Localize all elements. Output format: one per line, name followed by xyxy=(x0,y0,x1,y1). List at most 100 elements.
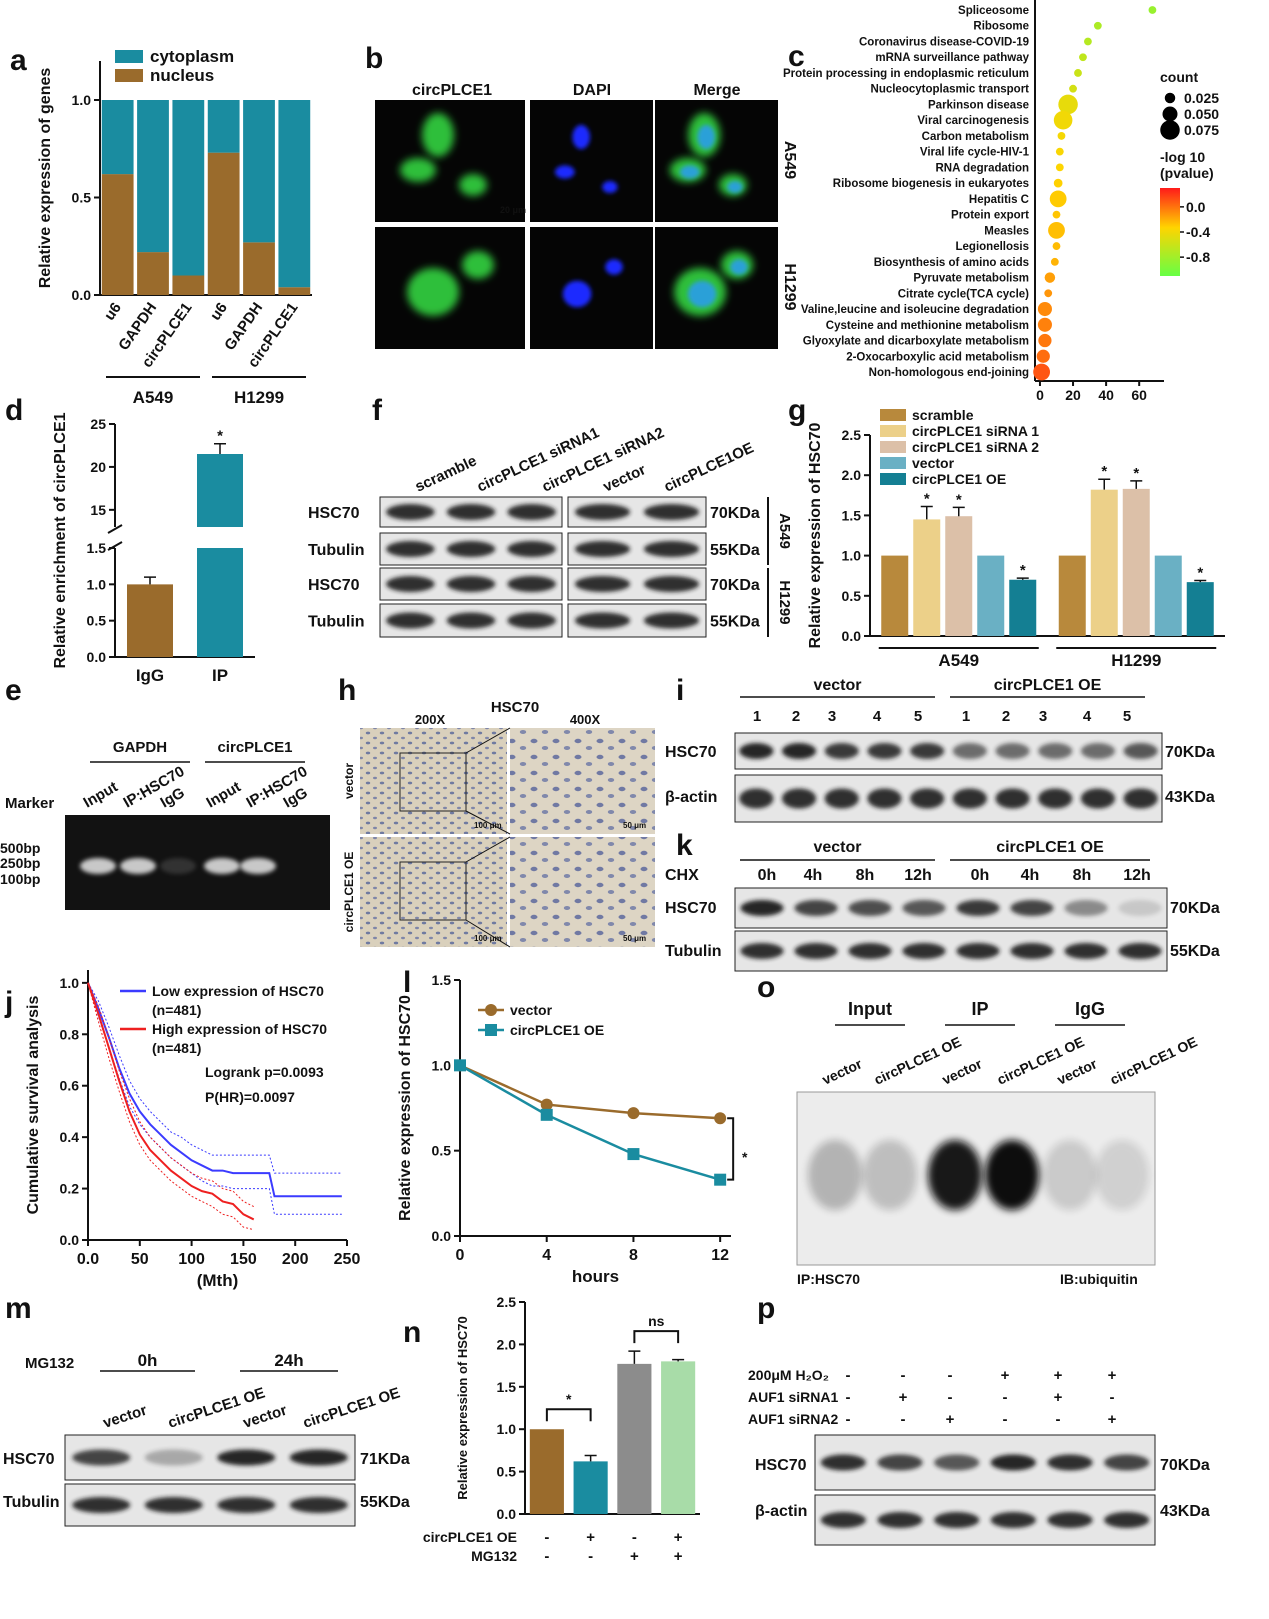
y-axis-title: Cumulative survival analysis xyxy=(25,996,42,1215)
cell-signal xyxy=(407,268,459,316)
legend-label: (n=481) xyxy=(152,1040,201,1056)
x-tick-label: 4 xyxy=(542,1247,551,1264)
condition-label: 200μM H₂O₂ xyxy=(748,1367,829,1383)
band xyxy=(1038,788,1073,809)
dot xyxy=(1053,178,1063,188)
panel-letter: m xyxy=(5,1292,32,1325)
pathway-label: Spliceosome xyxy=(958,5,1029,17)
size-label: 55KDa xyxy=(710,542,760,559)
panel-letter: k xyxy=(676,829,693,862)
size-label: 71KDa xyxy=(360,1451,410,1468)
band xyxy=(1118,900,1162,916)
bar xyxy=(1090,489,1118,636)
condition-sign: + xyxy=(946,1411,955,1428)
gel-band xyxy=(160,858,196,874)
blot xyxy=(814,1434,1156,1491)
nucleus-signal xyxy=(605,259,623,275)
y-tick-label: 1.0 xyxy=(87,576,107,592)
confidence-line xyxy=(87,982,342,1174)
condition-sign: + xyxy=(1001,1367,1010,1384)
band xyxy=(794,943,838,959)
error-bar xyxy=(920,505,933,520)
dot xyxy=(1058,94,1078,115)
legend-marker xyxy=(485,1024,497,1036)
nucleus-signal xyxy=(697,124,715,150)
band xyxy=(1047,1454,1093,1471)
scale-bar-label: 100 μm xyxy=(474,821,502,830)
condition-sign: - xyxy=(846,1389,851,1406)
band xyxy=(1118,943,1162,959)
bar xyxy=(945,516,973,636)
group-label: IgG xyxy=(1075,999,1105,1019)
lane-label: Input xyxy=(204,778,244,811)
bar xyxy=(1009,579,1037,636)
band xyxy=(902,900,946,916)
x-tick-label: 0 xyxy=(1036,387,1044,403)
error-bar xyxy=(672,1358,685,1362)
bar-segment xyxy=(101,174,134,295)
size-label: 70KDa xyxy=(710,577,760,594)
y-tick-label: 1.0 xyxy=(60,975,80,991)
band xyxy=(794,900,838,916)
significance: ns xyxy=(648,1313,665,1329)
cell-signal xyxy=(459,174,487,196)
bar-segment xyxy=(243,100,275,243)
x-tick-label: IgG xyxy=(136,666,164,685)
lane-label: 3 xyxy=(1039,708,1047,725)
dot xyxy=(1057,132,1066,140)
band xyxy=(740,900,784,916)
y-tick-label: 2.0 xyxy=(497,1336,517,1352)
point xyxy=(627,1148,640,1161)
confidence-line xyxy=(87,982,254,1231)
lane-label: 0h xyxy=(758,867,777,884)
dot xyxy=(1038,333,1052,348)
band xyxy=(1123,788,1158,809)
condition-sign: - xyxy=(901,1367,906,1384)
condition-sign: + xyxy=(899,1389,908,1406)
x-tick-label: 100 xyxy=(178,1251,205,1268)
y-tick-label: 0.4 xyxy=(60,1129,80,1145)
cell-signal xyxy=(400,158,436,182)
pathway-label: Pyruvate metabolism xyxy=(913,273,1029,285)
band xyxy=(386,612,435,629)
panel-letter: n xyxy=(403,1316,421,1349)
protein-label: Tubulin xyxy=(308,542,365,559)
error-bar xyxy=(1194,579,1207,583)
pathway-label: Protein export xyxy=(951,210,1029,222)
protein-label: HSC70 xyxy=(665,744,717,761)
legend-swatch xyxy=(880,441,906,453)
legend-label: cytoplasm xyxy=(150,47,234,66)
zoom-line xyxy=(465,810,511,835)
dot xyxy=(1093,21,1102,30)
group-label: H1299 xyxy=(234,388,284,407)
dot xyxy=(1055,163,1064,172)
protein-label: Tubulin xyxy=(308,614,365,631)
panel-letter: i xyxy=(676,674,684,707)
bar xyxy=(881,555,909,636)
dot xyxy=(1044,272,1056,283)
pathway-label: RNA degradation xyxy=(936,162,1030,174)
band xyxy=(820,1454,866,1471)
y-tick-label: 15 xyxy=(90,502,106,518)
y-tick-label: 1.0 xyxy=(842,548,862,564)
protein-label: HSC70 xyxy=(3,1451,55,1468)
annotation: Logrank p=0.0093 xyxy=(205,1064,324,1080)
magnification: 200X xyxy=(415,712,446,727)
dot xyxy=(1048,221,1065,239)
lane-label: 1 xyxy=(962,708,970,725)
legend-label: Low expression of HSC70 xyxy=(152,983,324,999)
scale-bar-label: 50 μm xyxy=(623,821,646,830)
lane-label: 4 xyxy=(873,708,882,725)
pathway-label: Nucleocytoplasmic transport xyxy=(871,84,1030,96)
x-tick-label: 0.0 xyxy=(77,1251,99,1268)
legend-label: circPLCE1 OE xyxy=(912,471,1006,487)
nucleus-signal xyxy=(554,165,575,179)
dot xyxy=(1069,84,1077,93)
group-label: vector xyxy=(813,839,861,856)
band xyxy=(217,1497,276,1513)
lane-label: 12h xyxy=(1123,867,1151,884)
y-tick-label: 2.0 xyxy=(842,467,862,483)
legend-dot xyxy=(1162,106,1178,122)
protein-label: HSC70 xyxy=(755,1457,807,1474)
panel-letter: e xyxy=(5,674,22,707)
